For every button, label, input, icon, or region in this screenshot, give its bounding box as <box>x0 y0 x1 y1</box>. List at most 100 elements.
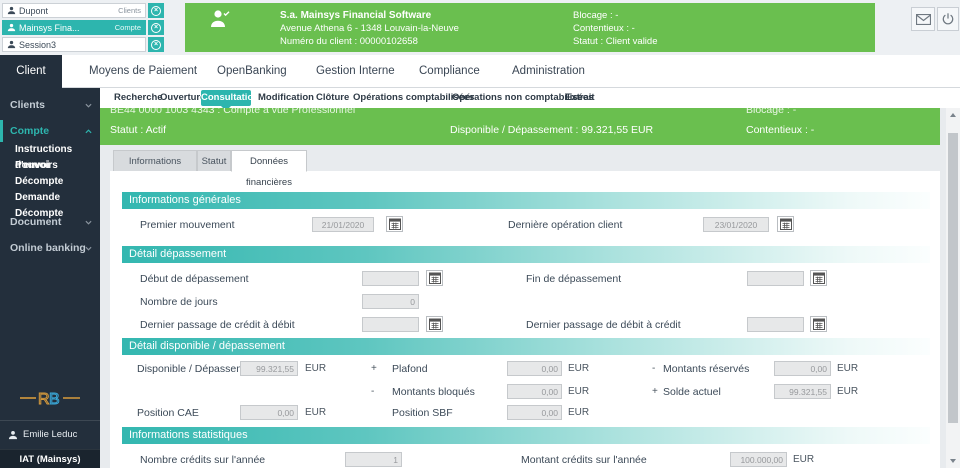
account-disponible: Disponible / Dépassement : 99.321,55 EUR <box>450 124 654 136</box>
position-cae-input[interactable] <box>240 405 298 420</box>
dernier-debit-credit-input[interactable] <box>747 317 804 332</box>
vertical-scrollbar[interactable] <box>946 108 960 468</box>
nombre-credits-input[interactable] <box>345 452 402 467</box>
calendar-icon <box>428 272 441 284</box>
calendar-button[interactable] <box>810 270 827 286</box>
session-row-dupont[interactable]: Dupont Clients × <box>2 3 164 18</box>
subtab-operations-non-comptabilisees[interactable]: Opérations non comptabilisées <box>452 92 594 103</box>
dernier-credit-debit-input[interactable] <box>362 317 419 332</box>
sidebar-item-compte[interactable]: Compte <box>0 120 100 142</box>
currency-label: EUR <box>305 363 327 374</box>
sidebar-item-clients[interactable]: Clients <box>0 94 100 116</box>
chevron-down-icon <box>85 220 92 225</box>
field-label: Position CAE <box>137 407 199 419</box>
chevron-down-icon <box>85 246 92 251</box>
calendar-button[interactable] <box>777 216 794 232</box>
person-icon <box>7 23 16 32</box>
calendar-icon <box>812 272 825 284</box>
subtab-ouverture[interactable]: Ouverture <box>160 92 206 103</box>
field-label: Premier mouvement <box>140 219 235 231</box>
subtab-extrait[interactable]: Extrait <box>565 92 595 103</box>
subtab-operations-comptabilisees[interactable]: Opérations comptabilisées <box>353 92 475 103</box>
field-label: Nombre crédits sur l'année <box>140 454 266 466</box>
calendar-button[interactable] <box>426 270 443 286</box>
field-label: Plafond <box>392 363 428 375</box>
nav-tab-openbanking[interactable]: OpenBanking <box>217 65 287 77</box>
field-label: Montants réservés <box>663 363 750 375</box>
nav-tab-compliance[interactable]: Compliance <box>419 65 480 77</box>
nav-tab-client[interactable]: Client <box>0 55 62 88</box>
sidebar-item-demande-decompte[interactable]: Demande Décompte <box>15 192 64 219</box>
power-icon <box>942 13 954 25</box>
derniere-operation-input[interactable] <box>703 217 769 232</box>
account-subtabs: Recherche Ouverture Consultation Modific… <box>100 88 960 111</box>
section-header-informations-generales: Informations générales <box>122 192 930 209</box>
account-title: BE44 0000 1003 4343 : Compte à vue Profe… <box>110 108 356 116</box>
nav-tab-moyens-de-paiement[interactable]: Moyens de Paiement <box>89 65 198 77</box>
svg-text:B: B <box>49 391 60 408</box>
position-sbf-input[interactable] <box>507 405 562 420</box>
solde-actuel-input[interactable] <box>774 384 831 399</box>
session-row-session3[interactable]: Session3 × <box>2 37 164 52</box>
operator: - <box>371 386 375 397</box>
scroll-down-arrow-icon[interactable] <box>950 459 956 463</box>
tab-informations-generales[interactable]: Informations générales <box>113 150 197 188</box>
sidebar-item-document[interactable]: Document <box>0 211 100 233</box>
field-label: Solde actuel <box>663 386 721 398</box>
premier-mouvement-input[interactable] <box>312 217 374 232</box>
sidebar-item-decompte[interactable]: Décompte <box>15 176 64 187</box>
envelope-icon <box>915 13 931 25</box>
session-category: Compte <box>114 23 141 32</box>
mail-button[interactable] <box>911 7 935 31</box>
tab-statut[interactable]: Statut <box>197 150 231 172</box>
sidebar-item-pouvoirs[interactable]: Pouvoirs <box>15 160 58 171</box>
debut-depassement-input[interactable] <box>362 271 419 286</box>
montant-credits-input[interactable] <box>730 452 787 467</box>
sidebar-item-online-banking[interactable]: Online banking <box>0 237 100 259</box>
scroll-up-arrow-icon[interactable] <box>950 113 956 117</box>
calendar-button[interactable] <box>810 316 827 332</box>
client-statut: Statut : Client valide <box>573 36 658 47</box>
account-banner: BE44 0000 1003 4343 : Compte à vue Profe… <box>100 108 940 145</box>
section-header-detail-disponible: Détail disponible / dépassement <box>122 338 930 355</box>
session-list: Dupont Clients × Mainsys Fina... Compte … <box>2 3 164 54</box>
session-row-mainsys[interactable]: Mainsys Fina... Compte × <box>2 20 164 35</box>
nav-tab-administration[interactable]: Administration <box>512 65 585 77</box>
calendar-icon <box>388 218 401 230</box>
subtab-cloture[interactable]: Clôture <box>316 92 350 103</box>
operator: + <box>371 363 377 374</box>
nav-tab-gestion-interne[interactable]: Gestion Interne <box>316 65 395 77</box>
person-icon <box>8 430 18 439</box>
session-close-button[interactable]: × <box>148 3 164 18</box>
person-icon <box>7 6 16 15</box>
session-close-button[interactable]: × <box>148 37 164 52</box>
montants-bloques-input[interactable] <box>507 384 562 399</box>
disponible-depassement-input[interactable] <box>240 361 298 376</box>
field-label: Nombre de jours <box>140 296 218 308</box>
scrollbar-thumb[interactable] <box>948 133 958 423</box>
nombre-jours-input[interactable] <box>362 294 419 309</box>
section-header-informations-statistiques: Informations statistiques <box>122 427 930 444</box>
calendar-button[interactable] <box>386 216 403 232</box>
account-blocage: Blocage : - <box>746 108 797 116</box>
close-icon: × <box>151 22 161 33</box>
client-blocage: Blocage : - <box>573 10 619 21</box>
subtab-recherche[interactable]: Recherche <box>114 92 163 103</box>
account-contentieux: Contentieux : - <box>746 124 815 136</box>
fin-depassement-input[interactable] <box>747 271 804 286</box>
chevron-down-icon <box>85 103 92 108</box>
montants-reserves-input[interactable] <box>774 361 831 376</box>
subtab-modification[interactable]: Modification <box>258 92 314 103</box>
logout-button[interactable] <box>937 7 959 31</box>
currency-label: EUR <box>793 454 815 465</box>
session-close-button[interactable]: × <box>148 20 164 35</box>
tab-donnees-financieres[interactable]: Données financières <box>231 150 307 188</box>
section-header-detail-depassement: Détail dépassement <box>122 246 930 263</box>
calendar-button[interactable] <box>426 316 443 332</box>
client-contentieux: Contentieux : - <box>573 23 635 34</box>
subtab-consultation[interactable]: Consultation <box>201 90 259 106</box>
sidebar-item-instructions-envoi[interactable]: Instructions d'envoi <box>15 144 73 171</box>
field-label: Montants bloqués <box>392 386 475 398</box>
main-navbar: Client Moyens de Paiement OpenBanking Ge… <box>0 55 960 88</box>
plafond-input[interactable] <box>507 361 562 376</box>
